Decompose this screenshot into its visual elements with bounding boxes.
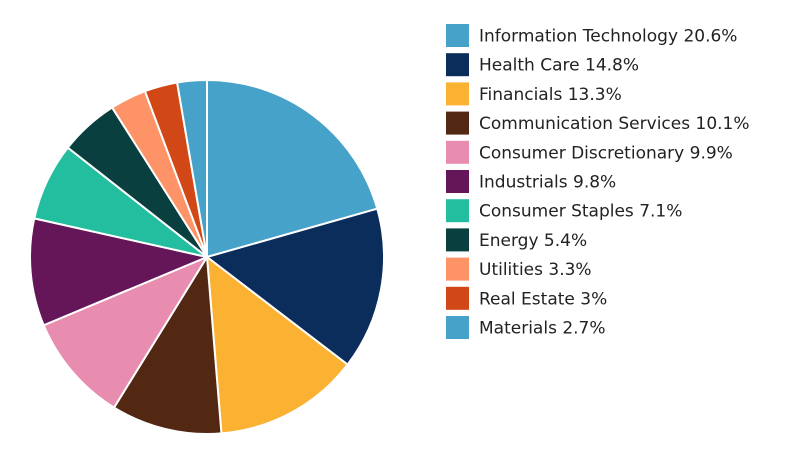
legend-label-name: Materials xyxy=(479,319,557,339)
legend-swatch xyxy=(446,199,469,223)
legend-swatch xyxy=(446,228,469,252)
legend-label-name: Consumer Staples xyxy=(479,202,634,222)
legend-label: Communication Services 10.1% xyxy=(479,114,750,134)
legend-swatch xyxy=(446,316,469,339)
legend-label-value: 7.1% xyxy=(634,202,683,222)
legend-label: Information Technology 20.6% xyxy=(479,27,737,47)
legend-label-name: Utilities xyxy=(479,260,543,280)
legend-label-value: 9.8% xyxy=(568,173,617,193)
legend-item: Energy 5.4% xyxy=(446,228,587,252)
legend-label-name: Industrials xyxy=(479,173,568,193)
legend-swatch xyxy=(446,140,469,164)
pie-slices xyxy=(29,79,385,435)
legend: Information Technology 20.6% Health Care … xyxy=(446,24,750,339)
pie-slice-health-care xyxy=(206,207,385,366)
legend-item: Utilities 3.3% xyxy=(446,257,592,281)
legend-label: Industrials 9.8% xyxy=(479,173,616,193)
legend-item: Communication Services 10.1% xyxy=(446,111,750,135)
legend-label: Real Estate 3% xyxy=(479,289,607,309)
legend-label-value: 13.3% xyxy=(562,85,621,105)
legend-label: Materials 2.7% xyxy=(479,319,606,339)
pie-slice-consumer-discretionary xyxy=(42,256,208,409)
legend-label-name: Energy xyxy=(479,231,539,251)
legend-item: Consumer Discretionary 9.9% xyxy=(446,140,733,164)
legend-label-name: Communication Services xyxy=(479,114,690,134)
legend-label: Consumer Discretionary 9.9% xyxy=(479,143,733,163)
pie-slice-materials xyxy=(176,79,208,258)
legend-label-name: Information Technology xyxy=(479,27,678,47)
legend-label: Health Care 14.8% xyxy=(479,56,639,76)
legend-item: Industrials 9.8% xyxy=(446,170,616,193)
legend-label-name: Financials xyxy=(479,85,562,105)
legend-label: Consumer Staples 7.1% xyxy=(479,202,682,222)
legend-label: Utilities 3.3% xyxy=(479,260,592,280)
legend-swatch xyxy=(446,257,469,281)
legend-label-name: Real Estate xyxy=(479,289,575,309)
legend-label-name: Health Care xyxy=(479,56,580,76)
legend-swatch xyxy=(446,53,469,77)
legend-label-value: 3% xyxy=(575,289,607,309)
legend-label-value: 14.8% xyxy=(580,56,639,76)
legend-label-value: 3.3% xyxy=(543,260,592,280)
legend-swatch xyxy=(446,24,469,47)
legend-item: Health Care 14.8% xyxy=(446,53,639,77)
legend-item: Information Technology 20.6% xyxy=(446,24,737,47)
legend-label-name: Consumer Discretionary xyxy=(479,143,684,163)
legend-swatch xyxy=(446,170,469,193)
legend-label: Energy 5.4% xyxy=(479,231,587,251)
pie-slice-industrials xyxy=(29,217,208,327)
pie-slice-communication-services xyxy=(113,256,223,435)
legend-swatch xyxy=(446,82,469,106)
legend-label: Financials 13.3% xyxy=(479,85,622,105)
legend-label-value: 2.7% xyxy=(557,319,606,339)
legend-item: Materials 2.7% xyxy=(446,316,606,339)
legend-label-value: 20.6% xyxy=(678,27,737,47)
legend-label-value: 9.9% xyxy=(684,143,733,163)
pie-slice-financials xyxy=(206,256,349,435)
legend-item: Financials 13.3% xyxy=(446,82,622,106)
legend-label-value: 5.4% xyxy=(539,231,588,251)
legend-swatch xyxy=(446,286,469,310)
legend-swatch xyxy=(446,111,469,135)
pie-slice-information-technology xyxy=(206,79,379,258)
legend-item: Real Estate 3% xyxy=(446,286,607,310)
legend-label-value: 10.1% xyxy=(690,114,749,134)
legend-item: Consumer Staples 7.1% xyxy=(446,199,682,223)
